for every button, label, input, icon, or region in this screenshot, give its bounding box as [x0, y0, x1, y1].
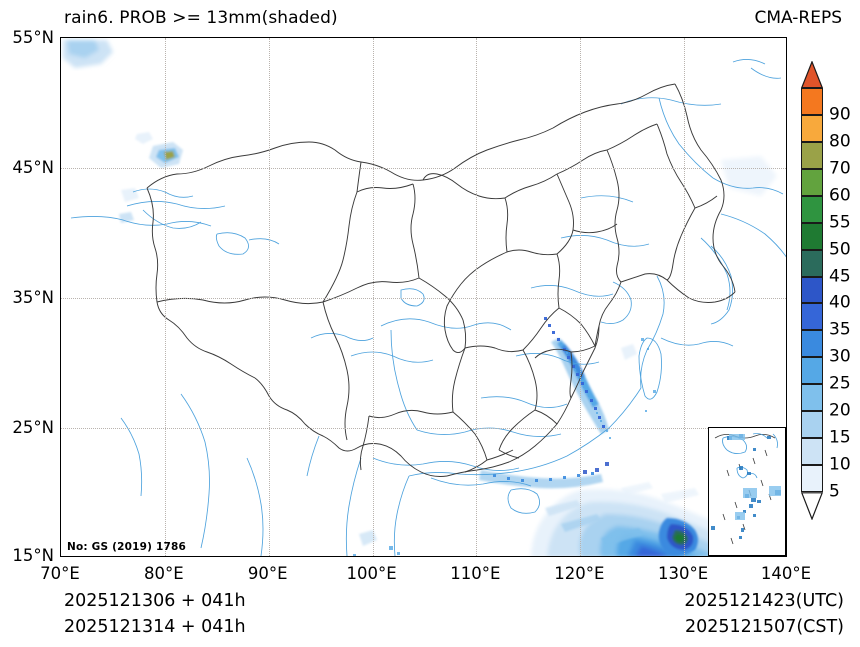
- gridline-lon: [476, 38, 478, 556]
- footer-init-cst: 2025121314 + 041h: [64, 617, 246, 637]
- axis-label-lon-70: 70°E: [40, 564, 80, 583]
- gridline-lon: [268, 38, 270, 556]
- colorbar-tick-label: 50: [829, 239, 851, 260]
- footer-valid-cst: 2025121507(CST): [684, 617, 844, 637]
- axis-label-lon-120: 120°E: [554, 564, 605, 583]
- map-plot-area[interactable]: No: GS (2019) 1786: [60, 37, 787, 557]
- axis-label-lon-100: 100°E: [346, 564, 397, 583]
- colorbar-segment: [801, 141, 823, 169]
- colorbar-tick-label: 70: [829, 158, 851, 179]
- colorbar-segment: [801, 384, 823, 412]
- colorbar-segment: [801, 303, 823, 331]
- colorbar-under-arrow-outline: [801, 492, 823, 520]
- map-copyright: No: GS (2019) 1786: [67, 541, 186, 553]
- colorbar-tick-label: 10: [829, 454, 851, 475]
- tick-lat-55: [60, 38, 61, 39]
- axis-label-lon-130: 130°E: [658, 564, 709, 583]
- gridline-lat: [61, 298, 786, 299]
- tick-lon-110: [476, 556, 477, 557]
- tick-lat-35: [60, 298, 61, 299]
- colorbar-tick-label: 30: [829, 346, 851, 367]
- colorbar-tick-label: 40: [829, 292, 851, 313]
- tick-lat-45: [60, 168, 61, 169]
- axis-label-lat-55: 55°N: [12, 28, 54, 47]
- colorbar-tick-label: 55: [829, 212, 851, 233]
- tick-lon-90: [269, 556, 270, 557]
- axis-label-lat-15: 15°N: [12, 546, 54, 565]
- tick-lon-100: [373, 556, 374, 557]
- map-geography: [70, 59, 786, 556]
- gridline-lon: [372, 38, 374, 556]
- colorbar-segment: [801, 438, 823, 466]
- colorbar-over-arrow-outline: [801, 61, 823, 89]
- colorbar-tick-label: 25: [829, 373, 851, 394]
- colorbar-segment: [801, 465, 823, 492]
- precipitation-shading: [63, 40, 783, 556]
- colorbar-segment: [801, 276, 823, 304]
- colorbar-tick-label: 15: [829, 427, 851, 448]
- colorbar-tick-label: 60: [829, 185, 851, 206]
- colorbar[interactable]: 5 10 15 20 25 30 35 40 45 50 55 60 70 80 90: [801, 60, 851, 520]
- colorbar-tick-label: 80: [829, 131, 851, 152]
- south-china-sea-inset[interactable]: [708, 427, 786, 556]
- colorbar-tick-label: 35: [829, 319, 851, 340]
- colorbar-tick-label: 90: [829, 104, 851, 125]
- colorbar-segment: [801, 195, 823, 223]
- axis-label-lon-90: 90°E: [247, 564, 288, 583]
- axis-label-lat-35: 35°N: [12, 288, 54, 307]
- axis-label-lon-80: 80°E: [143, 564, 184, 583]
- gridline-lon: [164, 38, 166, 556]
- colorbar-tick-label: 5: [829, 481, 840, 502]
- footer-init-utc: 2025121306 + 041h: [64, 591, 246, 611]
- axis-label-lat-45: 45°N: [12, 158, 54, 177]
- tick-lon-130: [684, 556, 685, 557]
- model-label: CMA-REPS: [754, 8, 842, 28]
- tick-lon-140: [786, 556, 787, 557]
- tick-lon-70: [61, 556, 62, 557]
- axis-label-lon-140: 140°E: [760, 564, 812, 583]
- tick-lon-120: [580, 556, 581, 557]
- colorbar-segment: [801, 249, 823, 277]
- tick-lon-80: [165, 556, 166, 557]
- colorbar-tick-label: 20: [829, 400, 851, 421]
- colorbar-segment: [801, 222, 823, 250]
- axis-label-lon-110: 110°E: [450, 564, 501, 583]
- page-title: rain6. PROB >= 13mm(shaded): [64, 8, 338, 28]
- colorbar-segment: [801, 114, 823, 142]
- axis-label-lat-25: 25°N: [12, 418, 54, 437]
- tick-lat-25: [60, 428, 61, 429]
- footer-valid-utc: 2025121423(UTC): [684, 591, 844, 611]
- colorbar-segment: [801, 88, 823, 115]
- inset-geography: [711, 433, 781, 545]
- colorbar-segment: [801, 168, 823, 196]
- colorbar-segment: [801, 330, 823, 358]
- gridline-lon: [684, 38, 686, 556]
- gridline-lon: [580, 38, 582, 556]
- colorbar-segment: [801, 411, 823, 439]
- colorbar-segment: [801, 357, 823, 385]
- gridline-lat: [61, 168, 786, 169]
- gridline-lat: [61, 428, 786, 429]
- colorbar-tick-label: 45: [829, 266, 851, 287]
- tick-lat-15: [60, 556, 61, 557]
